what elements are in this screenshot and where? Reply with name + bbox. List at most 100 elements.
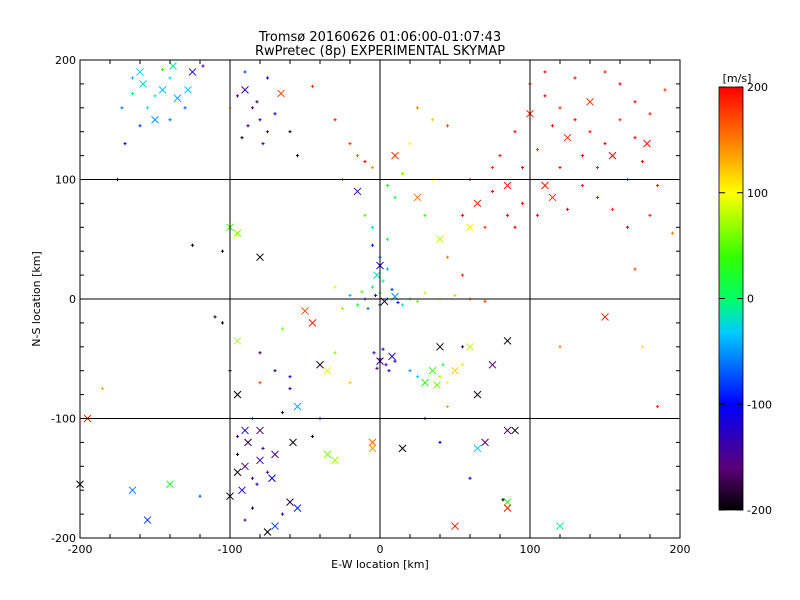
- data-point-plus-marker: [396, 300, 400, 305]
- data-point-plus-marker: [483, 299, 487, 303]
- marker-stroke: [188, 68, 197, 76]
- data-point-plus-marker: [243, 70, 247, 74]
- data-point-plus-marker: [246, 124, 250, 128]
- data-point-plus-marker: [663, 88, 667, 92]
- marker-stroke: [301, 307, 309, 315]
- data-point-plus-marker: [333, 118, 337, 122]
- data-point-plus-marker: [580, 154, 585, 158]
- data-point-plus-marker: [153, 94, 157, 98]
- data-point-plus-marker: [123, 142, 127, 146]
- data-point-plus-marker: [240, 136, 244, 140]
- data-point-plus-marker: [520, 201, 525, 205]
- x-tick-label: 0: [377, 543, 384, 556]
- colorbar-tick-label: 0: [747, 293, 754, 306]
- data-point-plus-marker: [655, 183, 660, 188]
- data-point-x-marker: [323, 366, 332, 375]
- data-point-plus-marker: [280, 512, 285, 516]
- data-point-x-marker: [301, 307, 309, 315]
- data-point-plus-marker: [558, 106, 562, 110]
- data-point-plus-marker: [333, 351, 337, 355]
- data-point-x-marker: [238, 486, 246, 495]
- data-point-plus-marker: [385, 183, 390, 188]
- data-point-plus-marker: [370, 225, 375, 229]
- data-point-plus-marker: [535, 213, 540, 217]
- data-point-plus-marker: [310, 434, 315, 439]
- marker-stroke: [503, 426, 512, 435]
- data-point-x-marker: [263, 528, 272, 536]
- data-point-plus-marker: [460, 273, 465, 277]
- marker-stroke: [241, 426, 249, 435]
- data-point-plus-marker: [373, 293, 378, 298]
- marker-stroke: [368, 438, 377, 447]
- data-point-plus-marker: [468, 476, 472, 480]
- data-point-x-marker: [293, 402, 302, 411]
- data-point-plus-marker: [633, 136, 637, 140]
- data-point-plus-marker: [370, 165, 375, 170]
- data-point-plus-marker: [370, 243, 375, 247]
- data-point-plus-marker: [501, 498, 505, 502]
- data-point-plus-marker: [438, 440, 442, 444]
- data-point-x-marker: [128, 486, 137, 495]
- data-point-x-marker: [548, 193, 557, 202]
- data-point-x-marker: [556, 522, 564, 530]
- data-point-x-marker: [563, 133, 572, 142]
- marker-stroke: [277, 89, 285, 98]
- marker-stroke: [268, 474, 276, 483]
- data-point-plus-marker: [220, 249, 225, 253]
- data-point-x-marker: [241, 86, 249, 94]
- data-point-plus-marker: [460, 363, 465, 367]
- marker-stroke: [289, 438, 297, 447]
- marker-stroke: [353, 187, 362, 196]
- data-point-plus-marker: [505, 213, 510, 217]
- data-point-plus-marker: [250, 476, 255, 480]
- marker-stroke: [541, 181, 549, 190]
- data-point-x-marker: [233, 229, 242, 238]
- data-point-x-marker: [316, 360, 324, 369]
- marker-stroke: [511, 426, 519, 435]
- data-point-x-marker: [256, 456, 264, 465]
- data-point-plus-marker: [490, 165, 495, 170]
- y-tick-label: 100: [55, 174, 76, 187]
- data-point-plus-marker: [438, 375, 442, 379]
- data-point-x-marker: [188, 68, 197, 76]
- data-point-plus-marker: [648, 213, 652, 217]
- marker-stroke: [473, 390, 482, 399]
- data-point-x-marker: [173, 94, 182, 103]
- marker-stroke: [451, 366, 459, 375]
- data-point-x-marker: [466, 342, 474, 351]
- data-point-plus-marker: [250, 506, 255, 510]
- data-point-x-marker: [169, 62, 177, 70]
- marker-stroke: [503, 504, 512, 512]
- data-point-x-marker: [277, 89, 285, 98]
- marker-stroke: [488, 360, 497, 369]
- marker-stroke: [323, 450, 332, 459]
- data-point-x-marker: [601, 313, 609, 321]
- data-point-plus-marker: [400, 303, 405, 307]
- data-point-plus-marker: [355, 303, 360, 307]
- data-point-plus-marker: [393, 359, 397, 363]
- data-point-plus-marker: [243, 518, 247, 522]
- data-point-plus-marker: [372, 351, 376, 355]
- data-point-plus-marker: [618, 118, 622, 122]
- x-tick-labels: -200 -100 0 100 200: [68, 543, 691, 556]
- data-point-plus-marker: [288, 130, 292, 134]
- data-point-plus-marker: [543, 70, 547, 74]
- data-point-plus-marker: [550, 124, 555, 128]
- data-point-plus-marker: [366, 306, 370, 311]
- data-point-x-marker: [473, 199, 482, 208]
- data-point-plus-marker: [295, 154, 300, 158]
- data-point-plus-marker: [145, 106, 150, 110]
- marker-stroke: [481, 438, 489, 447]
- data-point-x-marker: [308, 319, 317, 327]
- y-tick-labels: -200 -100 0 100 200: [51, 54, 76, 545]
- marker-stroke: [601, 313, 609, 321]
- colorbar-tick-label: 100: [747, 187, 768, 200]
- marker-stroke: [391, 151, 399, 160]
- data-point-plus-marker: [381, 279, 385, 283]
- marker-stroke: [166, 480, 174, 489]
- data-point-x-marker: [241, 462, 249, 471]
- data-point-plus-marker: [460, 345, 465, 349]
- chart-subtitle: RwPretec (8p) EXPERIMENTAL SKYMAP: [255, 44, 505, 59]
- data-point-x-marker: [368, 438, 377, 447]
